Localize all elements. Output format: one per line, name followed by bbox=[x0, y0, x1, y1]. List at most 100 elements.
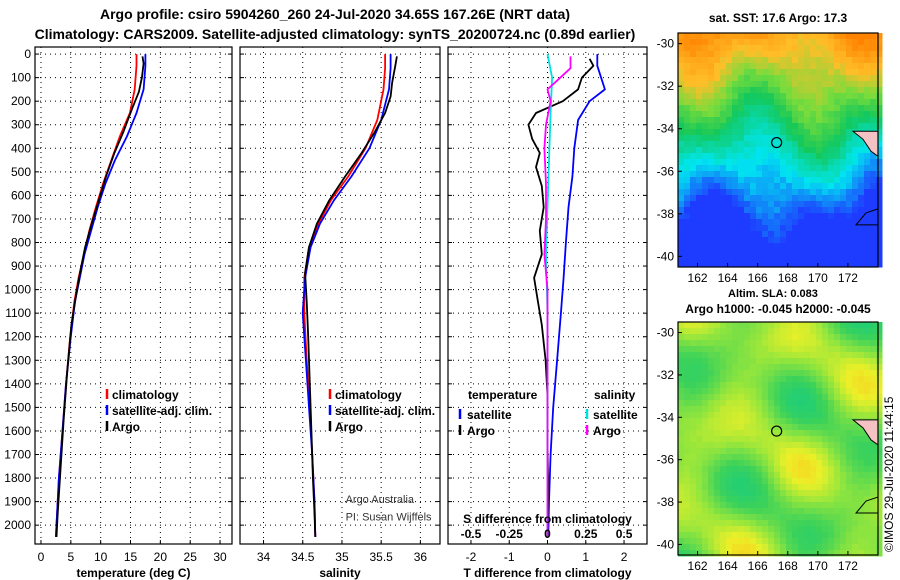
argo-location-marker bbox=[771, 136, 783, 149]
sla-map-cells bbox=[678, 322, 883, 557]
map-ytick-label: -40 bbox=[657, 249, 675, 263]
legend-label: satellite-adj. clim. bbox=[112, 404, 212, 418]
temperature-profile-xtick-label: 25 bbox=[184, 550, 198, 564]
depth-tick-label: 100 bbox=[11, 71, 31, 85]
legend-label: Argo bbox=[335, 420, 363, 434]
legend-label: Argo bbox=[467, 424, 495, 438]
salinity-profile-frame bbox=[239, 46, 441, 545]
difference-profile-panel: -2 -1 0 1 2 T difference from climatology S di… bbox=[447, 46, 648, 580]
sst-map-title: sat. SST: 17.6 Argo: 17.3 bbox=[709, 11, 848, 25]
temperature-profile-xtick-label: 30 bbox=[213, 550, 227, 564]
depth-tick-label: 400 bbox=[11, 141, 31, 155]
title-line-1: Argo profile: csiro 5904260_260 24-Jul-2… bbox=[99, 6, 570, 22]
temperature-profile-xtick-label: 10 bbox=[94, 550, 108, 564]
title-line-2: Climatology: CARS2009. Satellite-adjuste… bbox=[34, 26, 636, 42]
map-ytick-label: -36 bbox=[657, 164, 675, 178]
legend-title-salinity: salinity bbox=[594, 388, 636, 402]
sla-map-panel: 162 164 166 168 170 172 -30 -32 -34 -36 -38 -40 Alti… bbox=[657, 288, 883, 573]
credit-annotation: Argo Australia bbox=[346, 494, 415, 506]
difference-profile-xtick-label: 1 bbox=[582, 550, 589, 564]
map-xtick-label: 162 bbox=[688, 559, 708, 573]
secondary-xtick-label: -0.25 bbox=[496, 527, 524, 541]
imos-credit: ©IMOS 29-Jul-2020 11:44:15 bbox=[882, 396, 896, 552]
legend-label: satellite-adj. clim. bbox=[335, 404, 435, 418]
legend-label: satellite bbox=[467, 408, 512, 422]
temperature-profile-series-climatology bbox=[55, 54, 138, 537]
map-xtick-label: 162 bbox=[688, 271, 708, 285]
land-outline bbox=[851, 419, 879, 446]
salinity-profile-series-argo bbox=[304, 56, 398, 537]
depth-tick-label: 1500 bbox=[4, 400, 31, 414]
map-xtick-label: 170 bbox=[808, 271, 828, 285]
sla-map-title-line-2: Argo h1000: -0.045 h2000: -0.045 bbox=[685, 302, 871, 316]
sla-map-title-line-1: Altim. SLA: 0.083 bbox=[728, 288, 818, 300]
map-xtick-label: 164 bbox=[718, 271, 738, 285]
difference-profile-xtick-label: 0 bbox=[544, 550, 551, 564]
secondary-xtick-label: 0 bbox=[544, 527, 551, 541]
map-xtick-label: 166 bbox=[748, 559, 768, 573]
depth-tick-label: 500 bbox=[11, 165, 31, 179]
difference-profile-xtick-label: 2 bbox=[621, 550, 628, 564]
depth-tick-label: 1000 bbox=[4, 283, 31, 297]
legend-label: Argo bbox=[112, 420, 140, 434]
map-ytick-label: -36 bbox=[657, 453, 675, 467]
depth-tick-label: 1300 bbox=[4, 353, 31, 367]
map-ytick-label: -30 bbox=[657, 37, 675, 51]
depth-tick-label: 1800 bbox=[4, 471, 31, 485]
depth-tick-label: 600 bbox=[11, 188, 31, 202]
map-ytick-label: -32 bbox=[657, 79, 675, 93]
temperature-profile-xtick-label: 15 bbox=[124, 550, 138, 564]
depth-tick-label: 700 bbox=[11, 212, 31, 226]
salinity-profile-xlabel: salinity bbox=[319, 566, 361, 580]
temperature-profile-panel: 0100200300400500600700800900100011001200… bbox=[4, 46, 233, 580]
salinity-profile-xtick-label: 34 bbox=[257, 550, 271, 564]
temperature-profile-xtick-label: 20 bbox=[154, 550, 168, 564]
map-ytick-label: -38 bbox=[657, 495, 675, 509]
land-outline bbox=[851, 130, 879, 158]
legend-label: satellite bbox=[593, 408, 638, 422]
legend-title-temperature: temperature bbox=[468, 388, 538, 402]
salinity-profile-series-climatology bbox=[303, 54, 387, 537]
sst-map-cells bbox=[678, 33, 883, 268]
secondary-xtick-label: 0.25 bbox=[574, 527, 598, 541]
legend-label: climatology bbox=[335, 388, 402, 402]
difference-profile-xtick-label: -1 bbox=[504, 550, 515, 564]
difference-profile-series-temperature-satellite bbox=[547, 54, 606, 537]
temperature-profile-xtick-label: 0 bbox=[38, 550, 45, 564]
difference-profile-xtick-label: -2 bbox=[466, 550, 477, 564]
credit-annotation: PI: Susan Wijffels bbox=[346, 511, 432, 523]
salinity-profile-xtick-label: 35 bbox=[335, 550, 349, 564]
argo-location-marker bbox=[771, 425, 783, 437]
temperature-profile-series-argo bbox=[55, 56, 145, 537]
depth-tick-label: 300 bbox=[11, 118, 31, 132]
sst-map-panel: 162 164 166 168 170 172 -30 -32 -34 -36 -38 -40 sat.… bbox=[657, 11, 883, 285]
depth-tick-label: 2000 bbox=[4, 518, 31, 532]
sst-map-frame bbox=[677, 32, 879, 268]
depth-tick-label: 900 bbox=[11, 259, 31, 273]
depth-tick-label: 0 bbox=[24, 47, 31, 61]
map-xtick-label: 172 bbox=[838, 559, 858, 573]
map-xtick-label: 170 bbox=[808, 559, 828, 573]
salinity-profile-panel: 34 34.5 35 35.5 36 salinity climatology satelli… bbox=[239, 46, 441, 580]
depth-tick-label: 800 bbox=[11, 236, 31, 250]
sla-map-frame bbox=[677, 321, 879, 556]
salinity-profile-xtick-label: 34.5 bbox=[291, 550, 315, 564]
depth-tick-label: 1400 bbox=[4, 377, 31, 391]
map-xtick-label: 164 bbox=[718, 559, 738, 573]
map-ytick-label: -32 bbox=[657, 368, 675, 382]
map-xtick-label: 168 bbox=[778, 559, 798, 573]
salinity-profile-xtick-label: 36 bbox=[414, 550, 428, 564]
secondary-xtick-label: 0.5 bbox=[616, 527, 633, 541]
difference-profile-xlabel: T difference from climatology bbox=[463, 566, 631, 580]
map-ytick-label: -30 bbox=[657, 326, 675, 340]
map-ytick-label: -34 bbox=[657, 122, 675, 136]
temperature-profile-xlabel: temperature (deg C) bbox=[76, 566, 190, 580]
depth-tick-label: 1100 bbox=[5, 306, 31, 320]
map-xtick-label: 168 bbox=[778, 271, 798, 285]
map-xtick-label: 166 bbox=[748, 271, 768, 285]
depth-tick-label: 1700 bbox=[4, 447, 31, 461]
secondary-xtick-label: -0.5 bbox=[461, 527, 482, 541]
map-xtick-label: 172 bbox=[838, 271, 858, 285]
depth-tick-label: 1200 bbox=[4, 330, 31, 344]
